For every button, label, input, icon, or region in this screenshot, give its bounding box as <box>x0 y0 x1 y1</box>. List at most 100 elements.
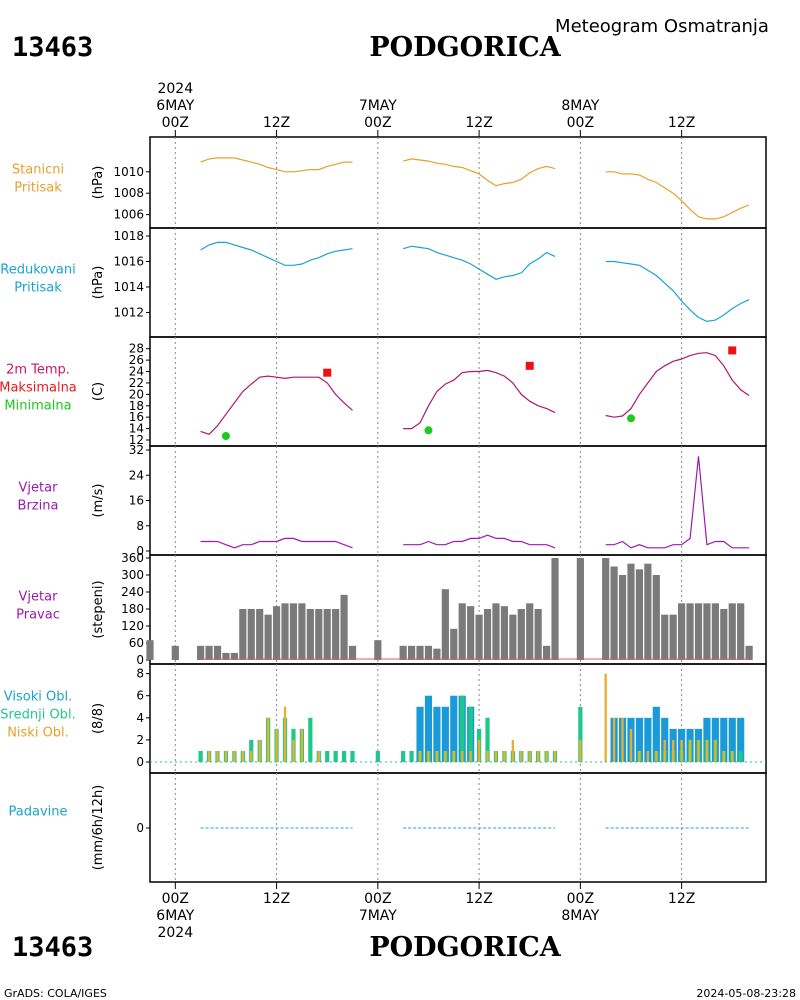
wind-direction-bar <box>340 594 348 660</box>
cloud-bar <box>325 750 330 762</box>
cloud-bar <box>341 750 347 762</box>
y-tick-label: 1006 <box>113 208 144 222</box>
series-line <box>200 375 353 435</box>
bottom-time-label: 12Z <box>465 891 492 907</box>
wind-direction-bar <box>694 603 703 660</box>
series-line <box>605 352 750 418</box>
wind-direction-bar <box>348 645 357 660</box>
wind-direction-bar <box>239 609 247 660</box>
y-tick-label: 360 <box>121 551 144 565</box>
y-tick-label: 2 <box>136 733 144 747</box>
y-axis-label: (hPa) <box>91 266 106 300</box>
cloud-bar <box>486 750 489 762</box>
panel-label-line: Redukovani <box>0 263 75 278</box>
cloud-bar <box>520 750 523 762</box>
cloud-bar <box>424 695 433 762</box>
panel-label-line: Visoki Obl. <box>4 690 72 705</box>
top-time-label: 12Z <box>263 115 290 131</box>
bottom-time-label: 7MAY <box>359 908 397 924</box>
top-time-label: 2024 <box>157 81 193 97</box>
wind-direction-bar <box>323 609 331 660</box>
y-tick-label: 300 <box>121 568 144 582</box>
cloud-bar <box>207 750 211 762</box>
panel-label-line: Vjetar <box>19 590 59 605</box>
y-tick-label: 24 <box>129 365 144 379</box>
cloud-bar <box>416 706 424 762</box>
wind-direction-bar <box>298 603 306 660</box>
wind-direction-bar <box>374 640 382 660</box>
cloud-bar <box>198 750 203 762</box>
marker-max-temp <box>728 346 737 355</box>
series-line <box>605 456 750 549</box>
cloud-bar <box>441 706 449 762</box>
cloud-bar <box>638 750 641 762</box>
cloud-bar <box>300 728 304 762</box>
cloud-bar <box>241 750 245 762</box>
y-tick-label: 20 <box>129 387 144 401</box>
y-tick-label: 1008 <box>113 186 144 200</box>
bottom-time-label: 6MAY <box>156 908 194 924</box>
y-tick-label: 1016 <box>113 254 144 268</box>
wind-direction-bar <box>272 606 281 660</box>
y-axis-label: (stepeni) <box>91 580 106 638</box>
wind-direction-bar <box>500 606 508 660</box>
wind-direction-bar <box>315 609 323 660</box>
y-tick-label: 1010 <box>113 165 144 179</box>
cloud-bar <box>738 750 743 762</box>
wind-direction-bar <box>517 609 525 660</box>
cloud-bar <box>427 750 430 762</box>
wind-direction-bar <box>576 558 584 660</box>
series-line <box>605 260 750 323</box>
marker-max-temp <box>323 368 332 377</box>
top-time-label: 00Z <box>162 115 189 131</box>
cloud-bar <box>283 706 287 762</box>
cloud-bar <box>317 750 320 762</box>
wind-direction-bar <box>678 603 686 660</box>
series-line <box>200 157 353 173</box>
panel-wind_speed: 0 8 16 24 32 (m/s) Vjetar Brzina <box>18 443 767 558</box>
y-tick-label: 1014 <box>113 280 144 294</box>
y-axis-label: (C) <box>91 382 106 401</box>
y-tick-label: 0 <box>136 755 144 769</box>
wind-direction-bar <box>458 603 466 660</box>
y-tick-label: 14 <box>129 422 144 436</box>
y-tick-label: 60 <box>129 636 144 650</box>
panel-frame <box>149 136 767 229</box>
cloud-bar <box>621 717 624 762</box>
cloud-bar <box>697 739 700 762</box>
y-tick-label: 0 <box>136 821 144 835</box>
cloud-bar <box>671 739 675 762</box>
bottom-time-label: 00Z <box>364 891 391 907</box>
y-tick-label: 1012 <box>113 305 144 319</box>
top-time-label: 12Z <box>668 115 695 131</box>
wind-direction-bar <box>281 603 289 660</box>
cloud-bar <box>644 717 652 762</box>
y-tick-label: 180 <box>121 602 144 616</box>
wind-direction-bar <box>416 645 424 660</box>
cloud-bar <box>737 717 745 762</box>
top-time-label: 8MAY <box>561 98 599 114</box>
wind-direction-bar <box>433 648 441 660</box>
cloud-bar <box>635 717 644 762</box>
cloud-bar <box>722 750 725 762</box>
y-axis-label: (m/s) <box>91 484 106 518</box>
panel-label-line: Vjetar <box>19 481 59 496</box>
cloud-bar <box>494 750 498 762</box>
y-axis-label: (8/8) <box>91 703 106 734</box>
y-tick-label: 24 <box>129 468 144 482</box>
wind-direction-bar <box>146 640 154 660</box>
cloud-bar <box>655 750 658 762</box>
wind-direction-bar <box>618 575 627 660</box>
wind-direction-bar <box>745 645 753 660</box>
wind-direction-bar <box>205 645 213 660</box>
cloud-bar <box>450 695 458 762</box>
marker-min-temp <box>626 414 635 423</box>
panel-cloud_cover: 0 2 4 6 8 (8/8) Visoki Obl. Srednji Obl. Niski O… <box>0 663 767 774</box>
cloud-bar <box>680 739 683 762</box>
cloud-bar <box>553 750 557 762</box>
cloud-bar <box>485 717 490 762</box>
cloud-bar <box>409 750 414 762</box>
y-tick-label: 16 <box>129 494 144 508</box>
y-tick-label: 32 <box>129 443 144 457</box>
